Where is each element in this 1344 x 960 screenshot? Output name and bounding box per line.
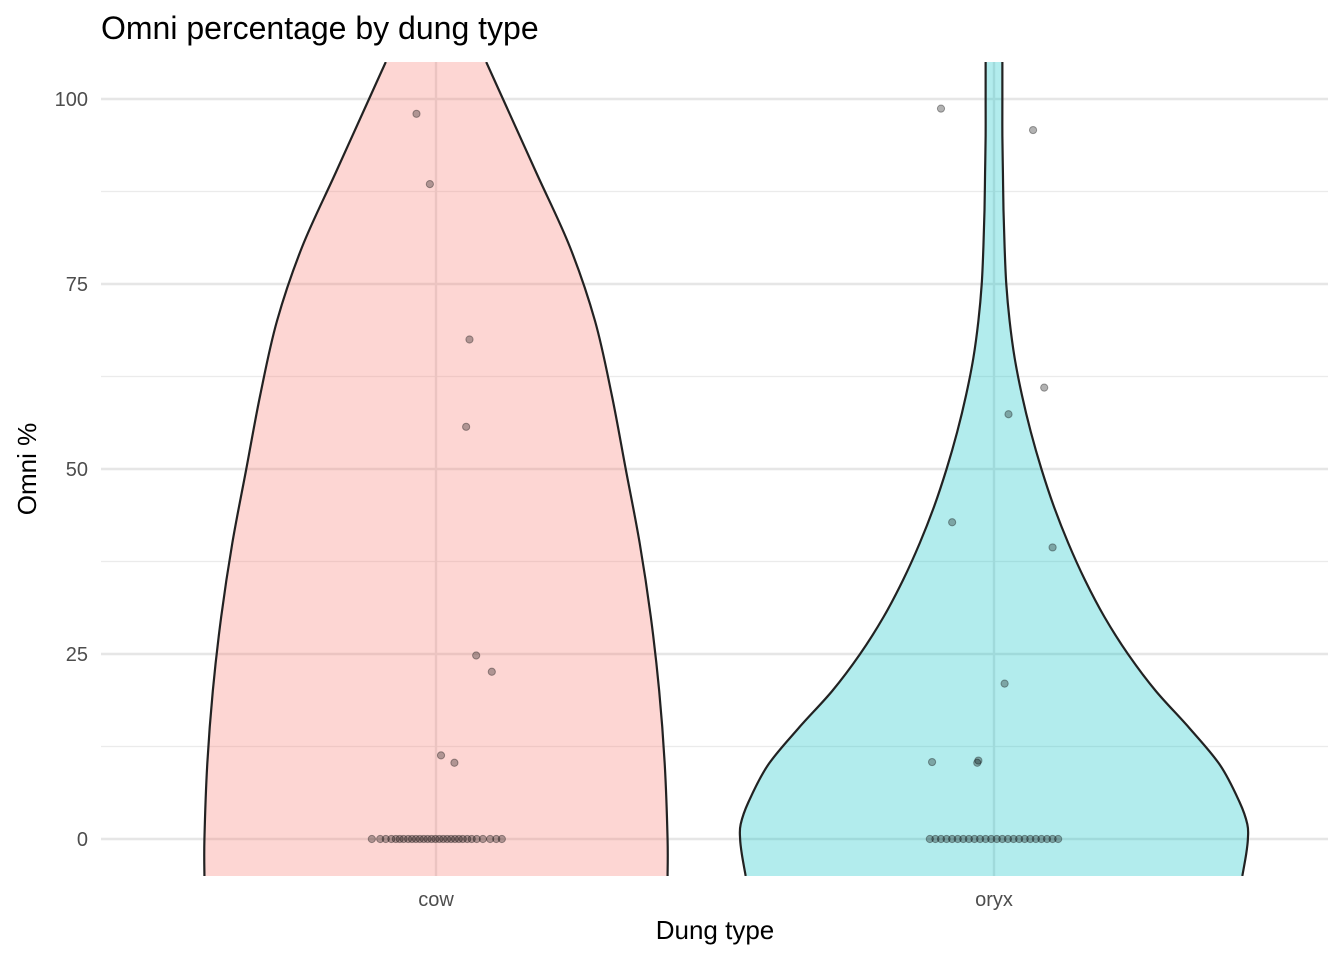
data-point-cow [465, 335, 474, 344]
data-point-cow [443, 834, 452, 844]
violins [203, 62, 1250, 876]
y-tick-label: 50 [66, 459, 88, 481]
data-point-cow [381, 834, 390, 844]
data-point-oryx [948, 834, 957, 844]
data-point-cow [472, 651, 481, 660]
data-point-cow [387, 834, 396, 844]
data-point-cow [376, 834, 385, 844]
violin-cow [204, 62, 668, 876]
data-point-oryx [1031, 834, 1040, 844]
data-point-oryx [936, 834, 946, 844]
data-point-oryx [931, 834, 940, 844]
data-point-oryx [1054, 834, 1063, 844]
data-point-oryx [953, 834, 962, 844]
data-point-cow [404, 834, 413, 844]
data-point-cow [431, 834, 440, 844]
y-tick-label: 75 [66, 274, 88, 296]
data-point-cow [419, 834, 428, 844]
data-point-oryx [1040, 383, 1049, 392]
data-point-oryx [1020, 834, 1029, 844]
violin-outline-left-oryx [738, 62, 987, 876]
data-point-oryx [1042, 834, 1052, 844]
data-point-oryx [974, 756, 983, 765]
violin-outline-right-cow [485, 62, 669, 876]
data-point-oryx [981, 834, 990, 844]
data-point-oryx [1048, 543, 1057, 552]
data-point-oryx [936, 104, 946, 113]
violin-outline-left-cow [203, 62, 387, 876]
violin-oryx [739, 62, 1249, 876]
data-point-oryx [927, 757, 937, 767]
data-point-oryx [992, 834, 1001, 844]
data-point-cow [427, 834, 436, 844]
data-point-oryx [942, 834, 951, 844]
data-point-cow [435, 834, 444, 844]
data-point-oryx [998, 834, 1007, 844]
data-point-cow [436, 751, 446, 760]
data-point-oryx [925, 834, 934, 844]
data-point-oryx [1004, 410, 1013, 419]
data-point-oryx [1028, 125, 1038, 135]
data-point-oryx [1015, 834, 1024, 844]
x-tick-label: oryx [975, 889, 1013, 911]
chart-title: Omni percentage by dung type [101, 10, 539, 46]
data-point-cow [395, 834, 404, 844]
x-axis-ticks: cow oryx [418, 889, 1013, 911]
data-point-cow [454, 834, 463, 844]
data-point-oryx [1048, 834, 1057, 844]
data-point-oryx [959, 834, 968, 844]
data-point-cow [463, 834, 472, 844]
data-point-cow [407, 834, 417, 844]
data-point-cow [412, 109, 421, 118]
data-point-oryx [964, 834, 973, 844]
y-tick-label: 25 [66, 644, 88, 666]
y-axis-title: Omni % [12, 423, 42, 515]
data-point-cow [492, 834, 501, 844]
data-point-oryx [987, 834, 996, 844]
data-point-oryx [1037, 834, 1046, 844]
violin-outline-right-oryx [1001, 62, 1250, 876]
data-point-cow [450, 834, 460, 844]
data-point-cow [423, 834, 432, 844]
data-point-oryx [970, 834, 979, 844]
data-point-cow [467, 834, 476, 844]
data-point-cow [439, 834, 448, 844]
data-point-oryx [973, 758, 982, 767]
data-point-oryx [1003, 834, 1013, 844]
data-point-cow [487, 667, 496, 676]
data-point-oryx [1000, 679, 1009, 688]
data-point-oryx [975, 834, 985, 844]
data-point-cow [458, 834, 467, 844]
x-tick-label: cow [418, 889, 454, 911]
data-point-cow [486, 834, 495, 844]
gridlines [101, 62, 1328, 876]
data-point-cow [478, 834, 487, 844]
data-point-cow [472, 834, 481, 844]
x-axis-title: Dung type [656, 915, 775, 945]
data-point-cow [425, 180, 434, 189]
data-point-cow [399, 834, 408, 844]
data-point-cow [462, 422, 471, 431]
jitter-points [367, 104, 1063, 844]
data-point-cow [497, 834, 506, 844]
y-tick-label: 0 [77, 829, 88, 851]
data-point-oryx [948, 518, 957, 527]
data-point-cow [446, 834, 456, 844]
y-axis-ticks: 0 25 50 75 100 [55, 89, 88, 851]
data-point-cow [450, 758, 459, 767]
data-point-cow [367, 834, 376, 844]
y-tick-label: 100 [55, 89, 88, 111]
data-point-oryx [1009, 834, 1018, 844]
data-point-cow [391, 834, 400, 844]
data-point-cow [411, 834, 421, 844]
data-point-oryx [1026, 834, 1035, 844]
data-point-cow [415, 834, 424, 844]
